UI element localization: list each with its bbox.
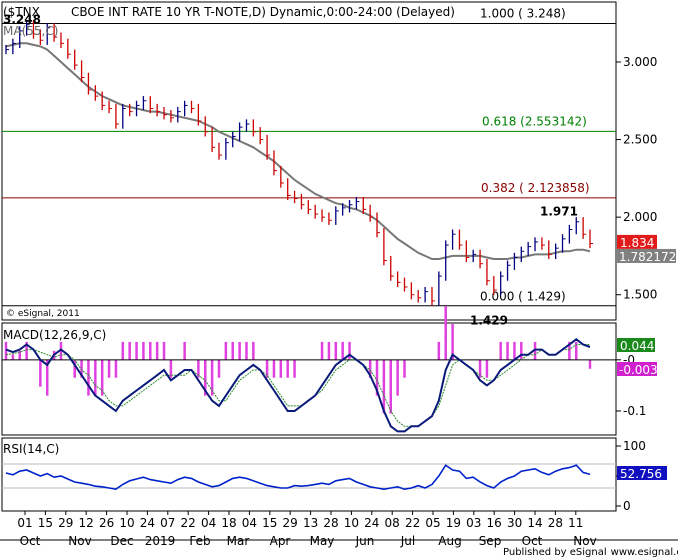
annotation-high: 3.248 — [3, 12, 41, 26]
x-tick-label: 24 — [364, 516, 379, 530]
ma-last-box — [617, 248, 676, 263]
x-tick-label: 24 — [140, 516, 155, 530]
x-tick-label: 28 — [323, 516, 338, 530]
macd-signal-line — [5, 344, 590, 427]
rsi-panel: 10050052.756 — [2, 439, 667, 513]
price-ytick-label-0: 3.000 — [623, 55, 657, 69]
x-tick-label: 29 — [58, 516, 73, 530]
fib-label-0: 1.000 ( 3.248) — [480, 6, 566, 20]
last-price-label: 1.834 — [620, 236, 654, 250]
price-ytick-label-2: 2.000 — [623, 210, 657, 224]
x-month-label: Oct — [20, 534, 41, 548]
x-month-label: Nov — [573, 534, 596, 548]
annotation-low: 1.429 — [470, 314, 508, 328]
rsi-panel-frame — [1, 437, 617, 512]
macd-last-label: 0.044 — [620, 339, 654, 353]
rsi-ytick-label-0: 100 — [623, 439, 646, 453]
macd-title: MACD(12,26,9,C) — [3, 328, 106, 342]
rsi-line — [5, 464, 591, 491]
x-tick-label: 19 — [446, 516, 461, 530]
x-month-label: Apr — [270, 534, 291, 548]
macd-hist-last-box — [617, 362, 657, 376]
fib-label-2: 0.382 ( 2.123858) — [481, 181, 590, 195]
x-tick-label: 12 — [79, 516, 94, 530]
x-axis: 01 15 29 12 26 10 24 07 22 04 18 04 15 29 13 28 10 24 08 22… — [17, 511, 597, 548]
x-month-label: May — [310, 534, 335, 548]
x-month-label: Aug — [438, 534, 461, 548]
x-tick-label: 14 — [527, 516, 542, 530]
x-tick-label: 04 — [242, 516, 257, 530]
x-tick-label: 30 — [507, 516, 522, 530]
x-month-label: Jun — [355, 534, 375, 548]
ma-line — [5, 42, 591, 260]
x-tick-label: 29 — [283, 516, 298, 530]
x-tick-label: 11 — [568, 516, 583, 530]
ma-label: MA(55,C) — [3, 24, 58, 38]
watermark: © eSignal, 2011 — [6, 309, 80, 319]
macd-hist-last-label: -0.003 — [619, 363, 658, 377]
x-tick-label: 03 — [466, 516, 481, 530]
x-tick-label: 04 — [201, 516, 216, 530]
x-month-label: 2019 — [145, 534, 176, 548]
x-month-label: Jul — [400, 534, 415, 548]
price-panel: 1.000 ( 3.248) 0.618 (2.553142) 0.382 ( 2.… — [2, 6, 676, 328]
x-month-label: Nov — [68, 534, 91, 548]
x-tick-label: 22 — [405, 516, 420, 530]
price-title: ($TNX CBOE INT RATE 10 YR T-NOTE,D) Dynam… — [3, 5, 455, 19]
price-ytick-label-1: 2.500 — [623, 133, 657, 147]
x-tick-label: 18 — [221, 516, 236, 530]
x-month-label: Sep — [479, 534, 502, 548]
macd-panel: -0 -0.1 0.044 -0.003 — [2, 306, 658, 433]
x-month-label: Mar — [227, 534, 250, 548]
rsi-last-box — [617, 466, 667, 480]
x-month-label: Dec — [110, 534, 133, 548]
price-ytick-label-3: 1.500 — [623, 288, 657, 302]
x-tick-label: 26 — [99, 516, 114, 530]
rsi-ytick-label-2: 0 — [623, 499, 631, 513]
x-tick-label: 08 — [385, 516, 400, 530]
macd-last-box — [617, 338, 655, 352]
macd-ytick-label-1: -0.1 — [623, 404, 646, 418]
annotation-1971: 1.971 — [540, 205, 578, 219]
x-month-label: Feb — [189, 534, 210, 548]
x-tick-label: 15 — [262, 516, 277, 530]
last-price-box — [617, 234, 657, 249]
x-tick-label: 28 — [548, 516, 563, 530]
price-panel-frame — [1, 1, 617, 321]
x-tick-label: 10 — [119, 516, 134, 530]
x-tick-label: 05 — [425, 516, 440, 530]
rsi-title: RSI(14,C) — [3, 442, 59, 456]
x-month-label: Oct — [522, 534, 543, 548]
x-tick-label: 16 — [487, 516, 502, 530]
macd-line — [5, 338, 591, 433]
x-tick-label: 07 — [160, 516, 175, 530]
x-tick-label: 22 — [181, 516, 196, 530]
ma-last-label: 1.782172 — [619, 250, 676, 264]
macd-panel-frame — [1, 322, 617, 436]
x-tick-label: 01 — [17, 516, 32, 530]
x-tick-label: 15 — [38, 516, 53, 530]
rsi-last-label: 52.756 — [620, 467, 662, 481]
macd-ytick-label-0: -0 — [623, 353, 635, 367]
x-tick-label: 13 — [303, 516, 318, 530]
x-tick-label: 10 — [344, 516, 359, 530]
fib-label-3: 0.000 ( 1.429) — [480, 290, 566, 304]
fib-label-1: 0.618 (2.553142) — [482, 114, 587, 128]
